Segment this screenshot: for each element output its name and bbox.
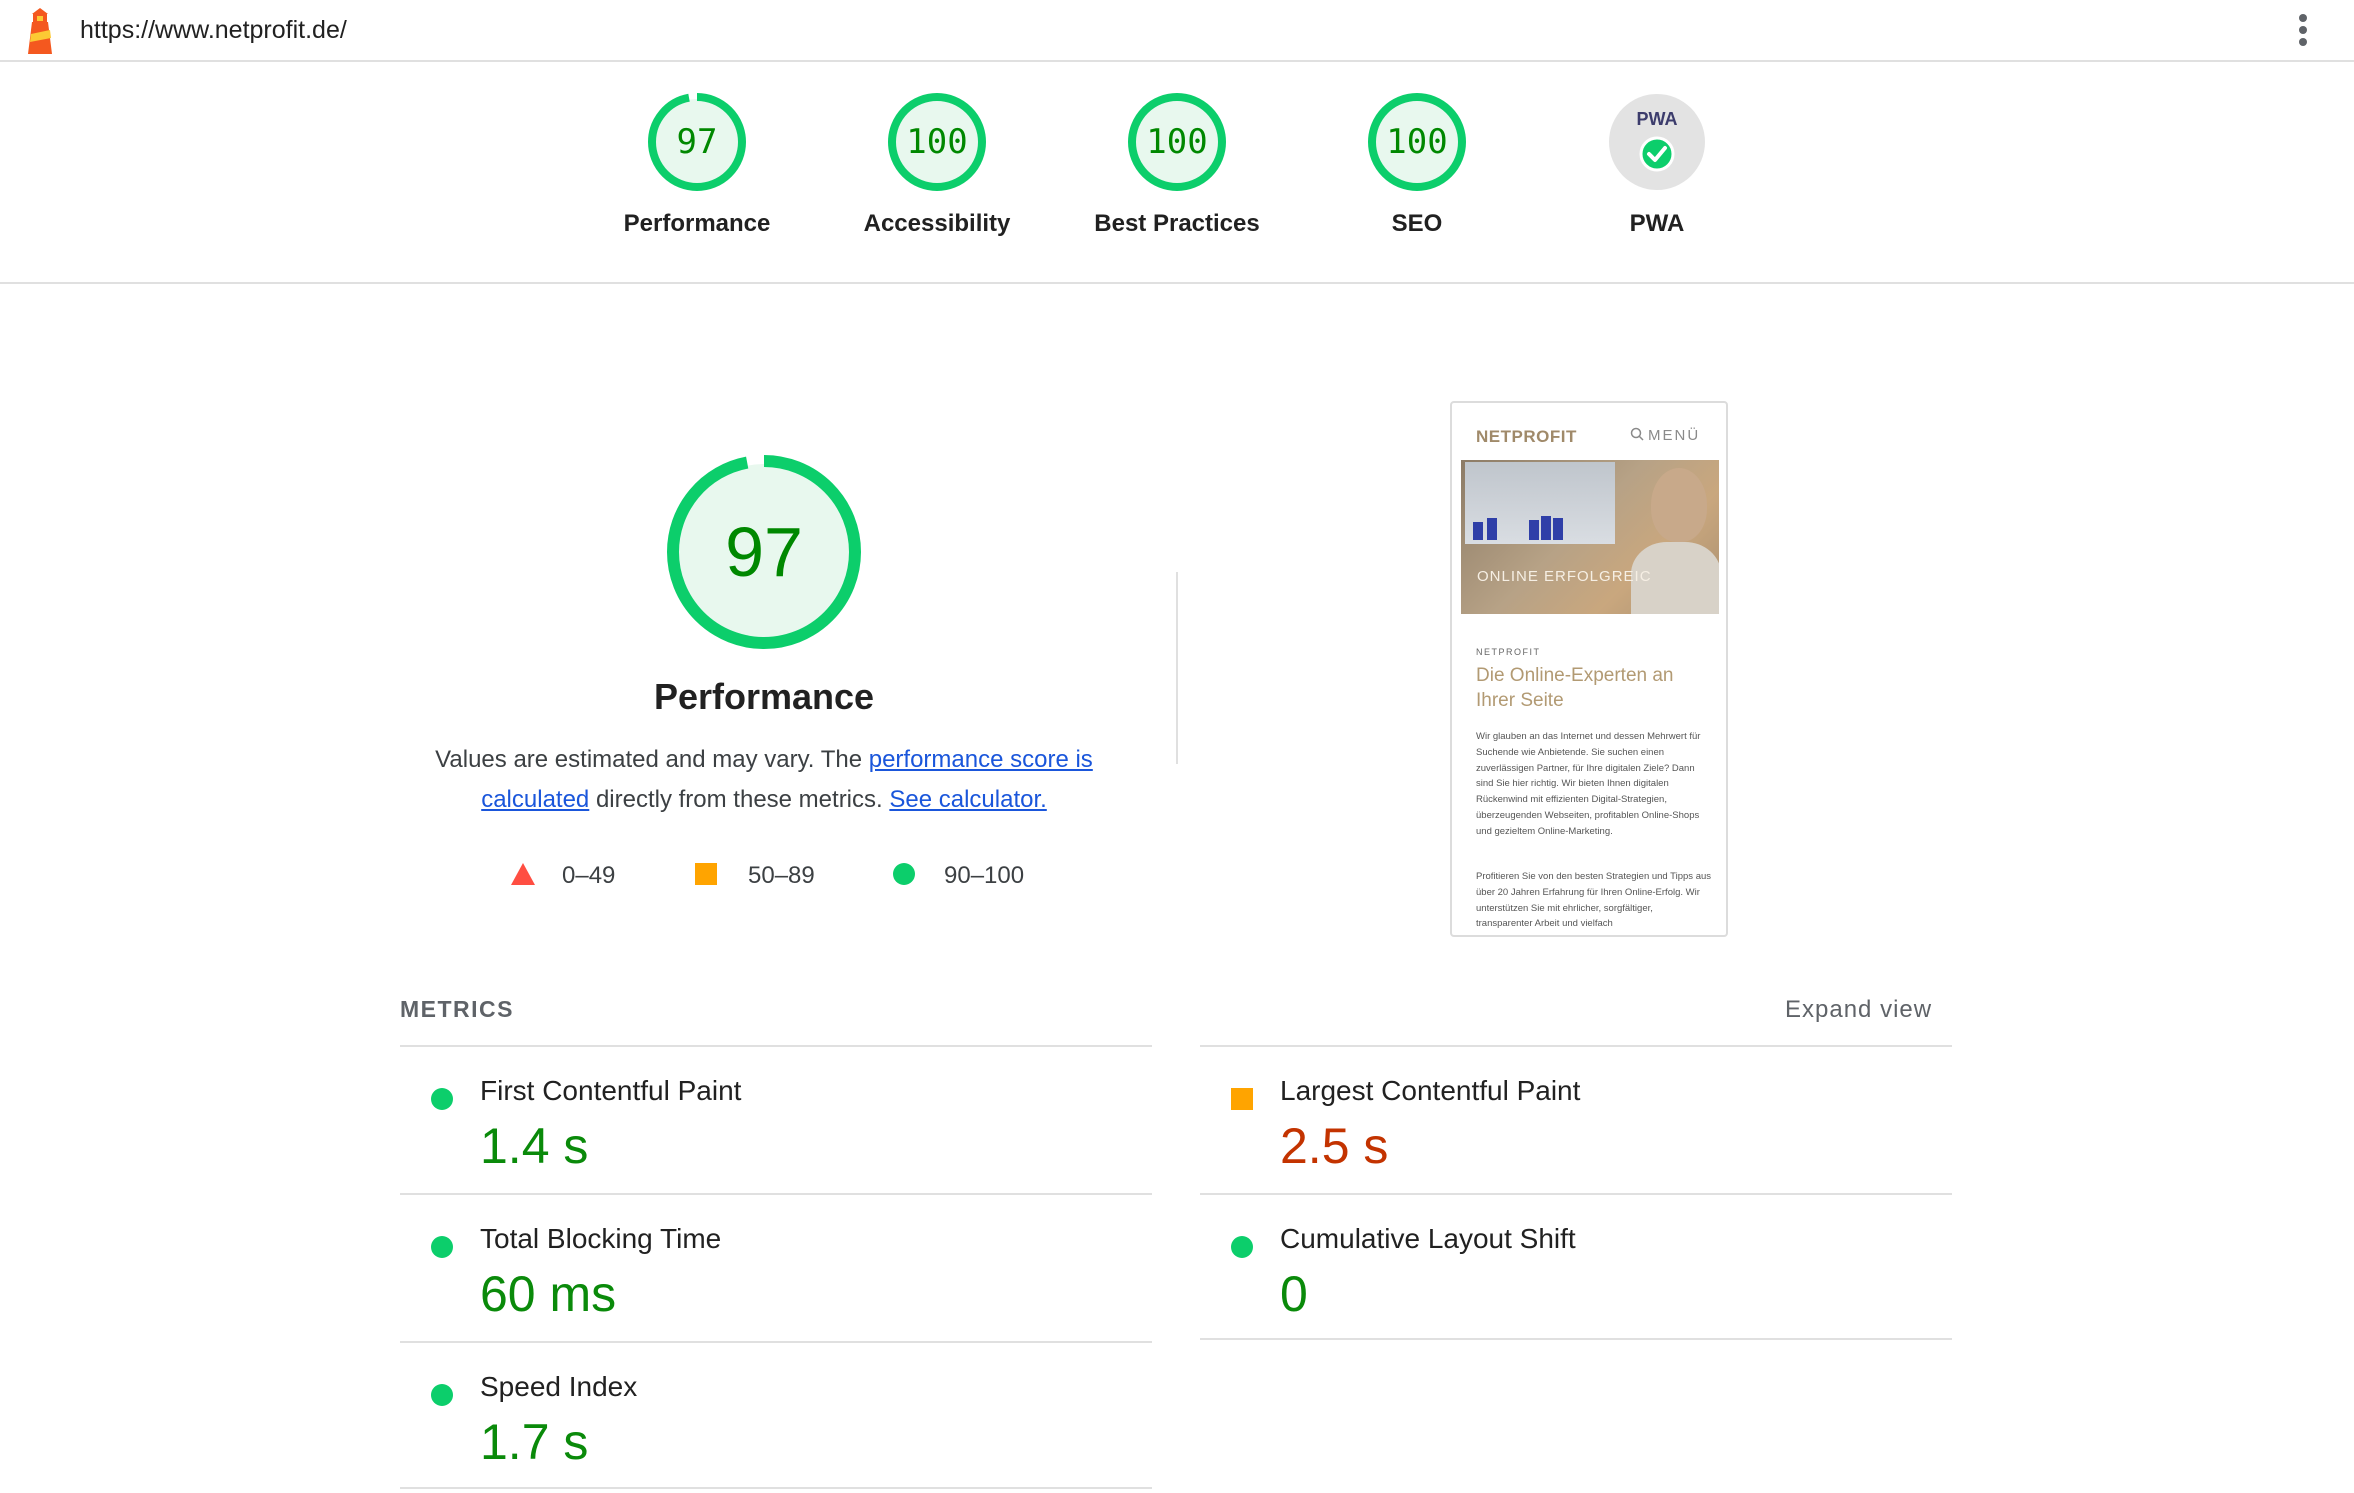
see-calculator-link[interactable]: See calculator. xyxy=(889,786,1047,813)
vertical-divider xyxy=(1176,572,1178,764)
metrics-divider xyxy=(1200,1193,1952,1195)
metric-speed-index: Speed Index 1.7 s xyxy=(400,1343,1150,1491)
metric-largest-contentful-paint: Largest Contentful Paint 2.5 s xyxy=(1200,1047,1950,1195)
check-icon xyxy=(1639,136,1675,172)
square-average-icon xyxy=(1231,1088,1253,1110)
desc-prefix: Values are estimated and may vary. The xyxy=(435,746,869,773)
lighthouse-logo-icon xyxy=(28,8,52,54)
gauge-label-performance: Performance xyxy=(623,210,771,237)
svg-text:97: 97 xyxy=(725,513,803,591)
metric-value: 60 ms xyxy=(480,1266,617,1322)
hero-monitor xyxy=(1465,462,1615,544)
svg-text:100: 100 xyxy=(906,122,967,162)
thumb-kicker: NETPROFIT xyxy=(1476,647,1541,657)
final-screenshot-thumbnail[interactable]: NETPROFIT MENÜ ONLINE ERFOLGREIC NETPROF… xyxy=(1450,401,1728,937)
metric-name: Largest Contentful Paint xyxy=(1280,1075,1581,1106)
hero-person-head xyxy=(1651,468,1707,542)
thumb-brand: NETPROFIT xyxy=(1476,427,1577,446)
circle-pass-icon xyxy=(893,863,915,885)
report-url: https://www.netprofit.de/ xyxy=(80,16,347,44)
best-practices-score-gauge: 100 xyxy=(1128,93,1226,191)
report-topbar: https://www.netprofit.de/ xyxy=(0,0,2354,62)
performance-score-gauge: 97 xyxy=(648,93,746,191)
metric-name: Speed Index xyxy=(480,1371,638,1402)
legend-range-pass: 90–100 xyxy=(944,862,1025,889)
thumb-heading: Die Online-Experten an Ihrer Seite xyxy=(1476,665,1674,711)
circle-pass-icon xyxy=(431,1384,453,1406)
gauge-label-seo: SEO xyxy=(1391,210,1443,237)
metric-total-blocking-time: Total Blocking Time 60 ms xyxy=(400,1195,1150,1343)
gauge-performance[interactable]: 97 Performance xyxy=(597,92,797,262)
seo-score-gauge: 100 xyxy=(1368,93,1466,191)
more-options-icon[interactable] xyxy=(2292,14,2314,48)
performance-score-link[interactable]: performance score is calculated xyxy=(481,746,1093,813)
metric-value: 0 xyxy=(1280,1266,1308,1322)
thumb-paragraph-1: Wir glauben an das Internet und dessen M… xyxy=(1476,731,1701,837)
metrics-divider xyxy=(1200,1338,1952,1340)
metrics-divider xyxy=(400,1045,1152,1047)
thumb-hero-text: ONLINE ERFOLGREIC xyxy=(1477,568,1652,585)
metrics-divider xyxy=(1200,1045,1952,1047)
thumb-menu: MENÜ xyxy=(1630,427,1700,444)
thumb-paragraph-2: Profitieren Sie von den besten Strategie… xyxy=(1476,871,1712,930)
metrics-divider xyxy=(400,1193,1152,1195)
metric-value: 1.7 s xyxy=(480,1414,589,1470)
metrics-divider xyxy=(400,1341,1152,1343)
circle-pass-icon xyxy=(431,1088,453,1110)
svg-text:PWA: PWA xyxy=(1636,109,1677,129)
thumb-hero-image: ONLINE ERFOLGREIC xyxy=(1461,460,1719,614)
metrics-divider xyxy=(400,1487,1152,1489)
metric-name: Total Blocking Time xyxy=(480,1223,722,1254)
accessibility-score-gauge: 100 xyxy=(888,93,986,191)
hero-person-body xyxy=(1631,542,1719,614)
legend-average: 50–89 xyxy=(694,858,834,894)
legend-fail: 0–49 xyxy=(510,858,630,894)
metric-name: First Contentful Paint xyxy=(480,1075,742,1106)
search-icon xyxy=(1630,427,1644,441)
score-summary: 97 Performance 100 Accessibility 100 Bes… xyxy=(0,64,2354,284)
performance-title: Performance xyxy=(653,676,875,717)
svg-text:100: 100 xyxy=(1386,122,1447,162)
legend-range-fail: 0–49 xyxy=(562,862,616,889)
gauge-label-best-practices: Best Practices xyxy=(1094,210,1260,237)
pwa-badge-icon: PWA xyxy=(1609,94,1705,190)
metric-name: Cumulative Layout Shift xyxy=(1280,1223,1576,1254)
desc-middle: directly from these metrics. xyxy=(589,786,890,813)
gauge-seo[interactable]: 100 SEO xyxy=(1317,92,1517,262)
metric-cumulative-layout-shift: Cumulative Layout Shift 0 xyxy=(1200,1195,1950,1343)
svg-text:97: 97 xyxy=(677,122,718,162)
legend-pass: 90–100 xyxy=(892,858,1052,894)
svg-text:100: 100 xyxy=(1146,122,1207,162)
circle-pass-icon xyxy=(1231,1236,1253,1258)
legend-range-average: 50–89 xyxy=(748,862,815,889)
gauge-label-pwa: PWA xyxy=(1629,210,1685,237)
metric-value: 2.5 s xyxy=(1280,1118,1389,1174)
metric-value: 1.4 s xyxy=(480,1118,589,1174)
gauge-pwa[interactable]: PWA PWA xyxy=(1557,92,1757,262)
triangle-fail-icon xyxy=(511,863,535,885)
gauge-accessibility[interactable]: 100 Accessibility xyxy=(837,92,1037,262)
performance-main-gauge: 97 xyxy=(667,455,861,649)
gauge-label-accessibility: Accessibility xyxy=(863,210,1011,237)
circle-pass-icon xyxy=(431,1236,453,1258)
expand-view-button[interactable]: Expand view xyxy=(1785,996,1933,1023)
performance-description: Values are estimated and may vary. The p… xyxy=(420,740,1108,820)
metric-first-contentful-paint: First Contentful Paint 1.4 s xyxy=(400,1047,1150,1195)
square-average-icon xyxy=(695,863,717,885)
gauge-best-practices[interactable]: 100 Best Practices xyxy=(1077,92,1277,262)
metrics-title: METRICS xyxy=(400,996,514,1022)
